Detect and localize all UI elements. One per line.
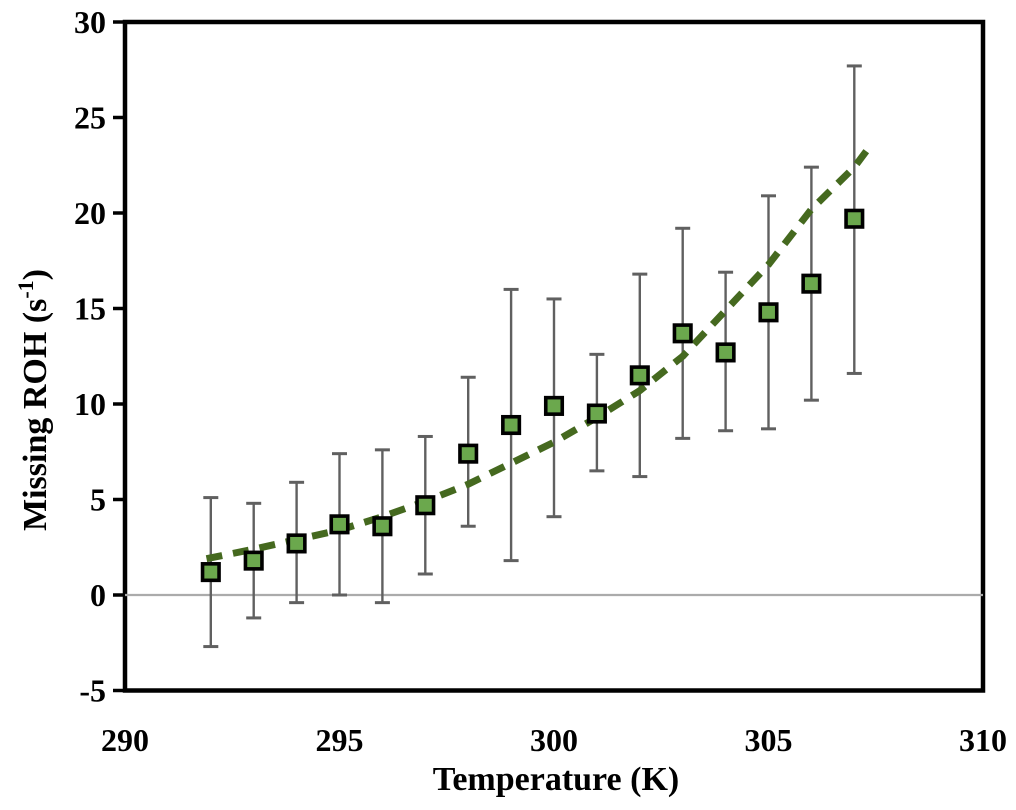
plot-border — [122, 19, 986, 693]
data-point-marker — [629, 365, 650, 386]
x-tick-label: 295 — [316, 722, 364, 758]
x-tick-label: 290 — [101, 722, 149, 758]
data-point-marker — [672, 323, 693, 344]
x-axis-title: Temperature (K) — [433, 761, 679, 798]
y-tick-label: 15 — [74, 291, 106, 327]
y-tick-label: 30 — [74, 4, 106, 40]
data-point-marker — [458, 443, 479, 464]
data-point-marker — [758, 302, 779, 323]
x-tick-label: 310 — [959, 722, 1007, 758]
data-point-marker — [543, 395, 565, 416]
data-point-marker — [844, 208, 865, 229]
x-tick-label: 305 — [745, 722, 793, 758]
data-point-marker — [286, 533, 307, 554]
data-point-marker — [501, 414, 522, 436]
x-tick-label: 300 — [530, 722, 578, 758]
data-point-marker — [200, 562, 221, 583]
data-point-marker — [586, 403, 607, 424]
data-point-marker — [415, 495, 436, 516]
y-tick-label: 25 — [74, 100, 106, 136]
y-tick-label: 10 — [74, 386, 106, 422]
y-tick-label: 5 — [90, 482, 106, 518]
data-point-marker — [243, 550, 264, 571]
y-axis-title: Missing ROH (s-1) — [13, 269, 54, 531]
plot-area: -5 0 5 10 15 20 25 30 290 295 300 305 310 — [74, 4, 1007, 758]
y-tick-label: 0 — [90, 577, 106, 613]
trend-line — [205, 142, 875, 563]
data-point-marker — [801, 273, 822, 294]
y-tick-label: 20 — [74, 195, 106, 231]
data-point-marker — [329, 514, 350, 535]
y-tick-label: -5 — [79, 673, 106, 709]
data-point-marker — [372, 516, 393, 537]
data-point-marker — [715, 342, 736, 363]
